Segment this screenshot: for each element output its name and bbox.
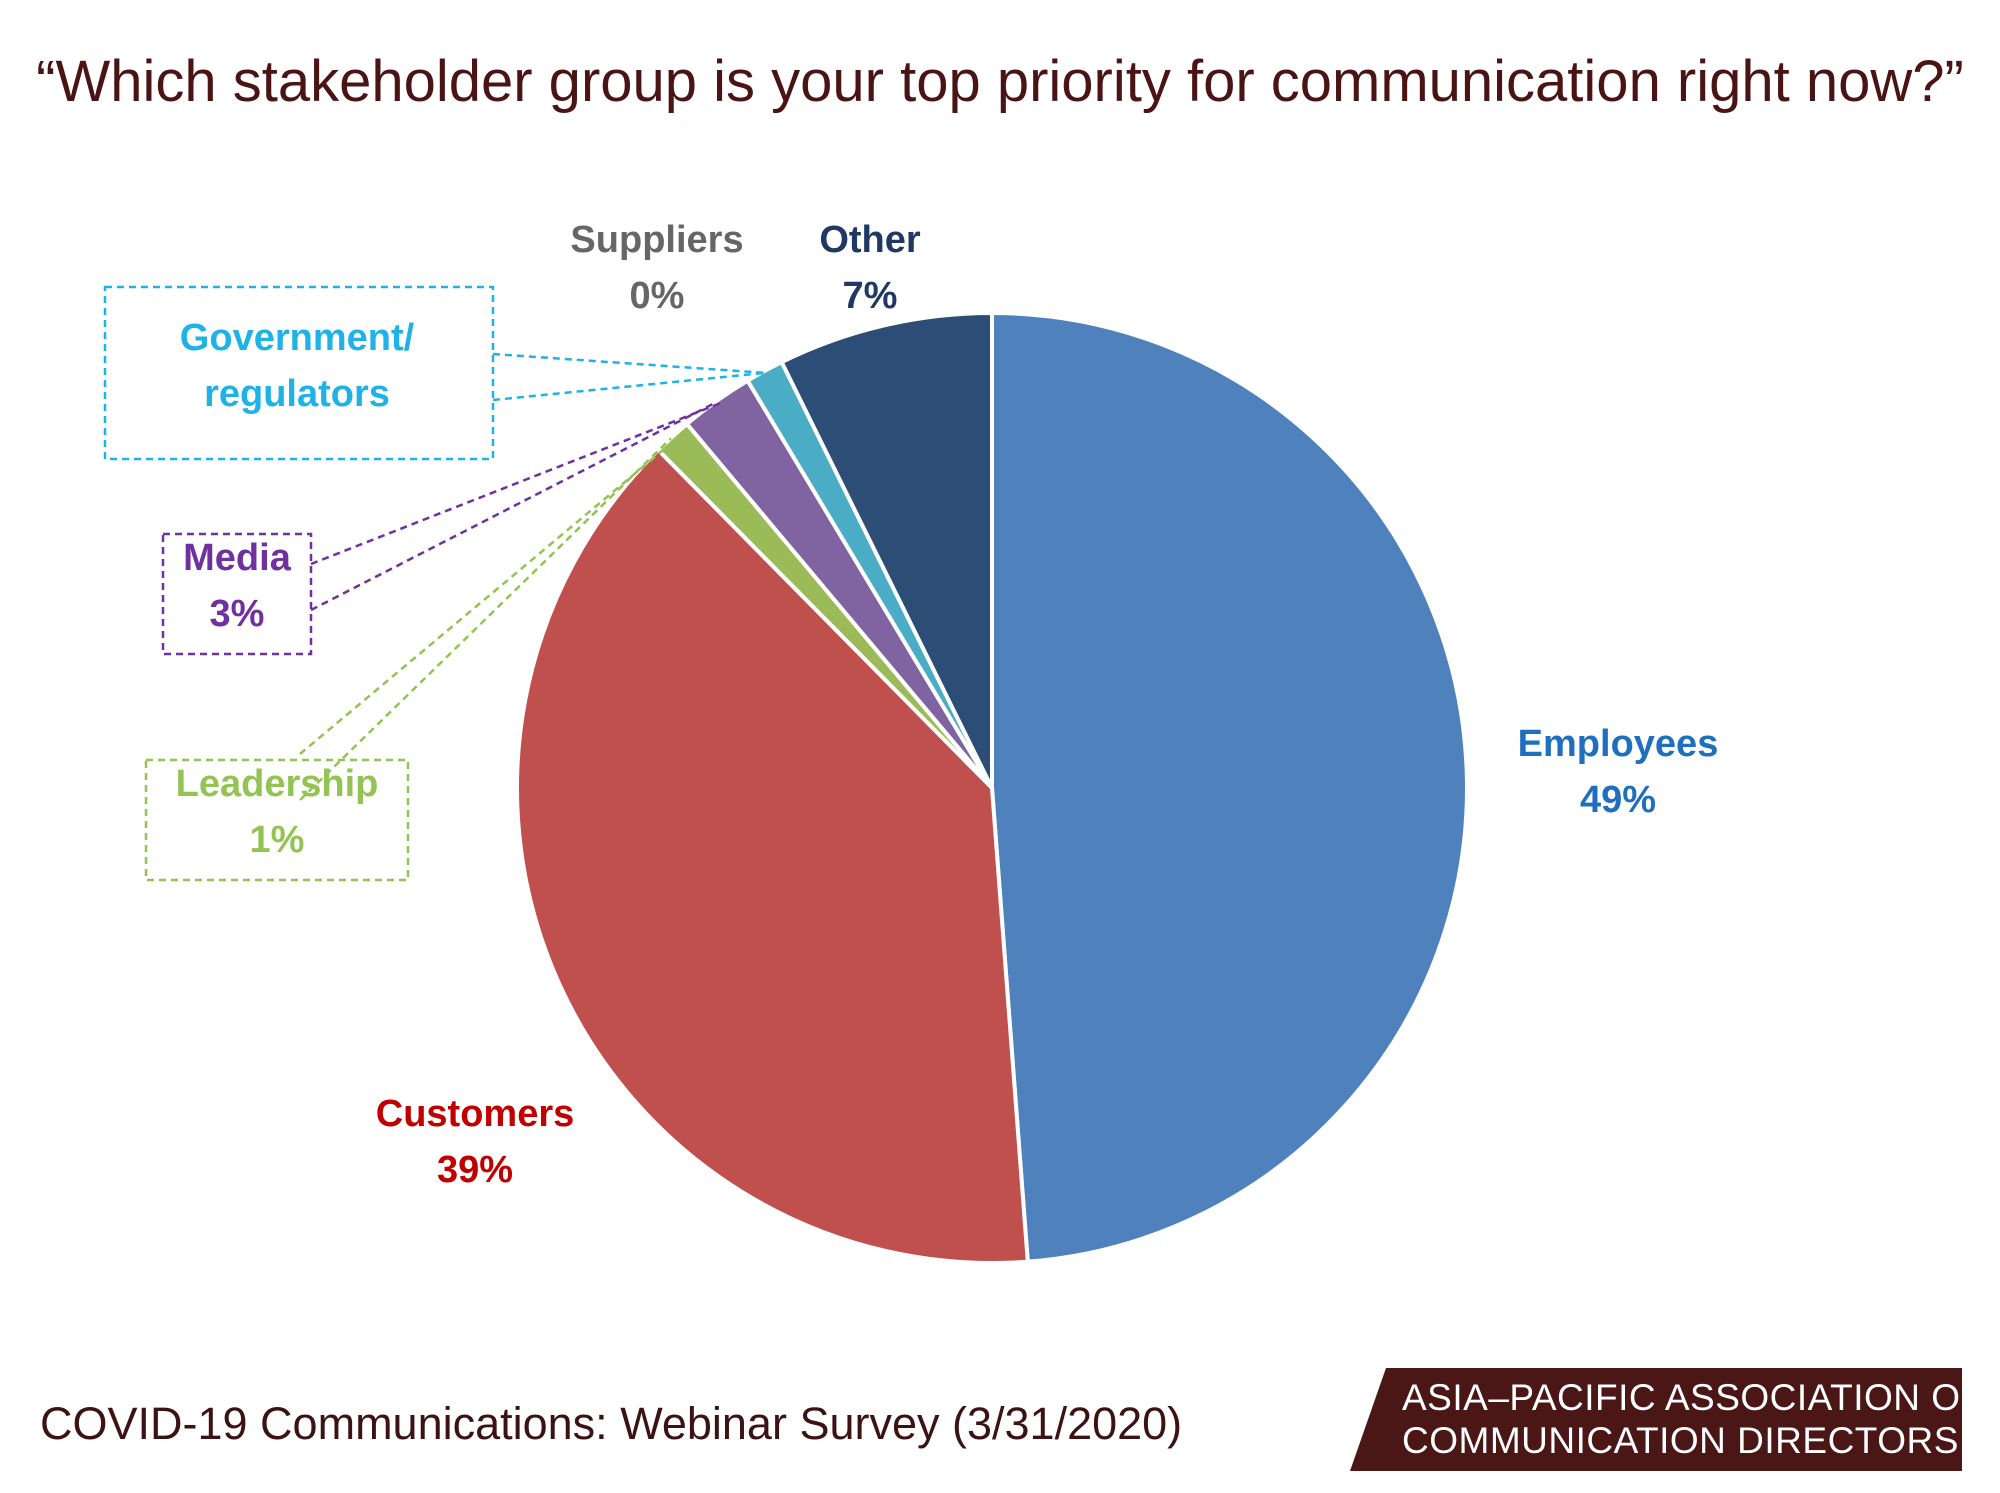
slice-label-leadership: Leadership 1% (176, 763, 379, 861)
org-name-line-2: COMMUNICATION DIRECTORS (1402, 1420, 1959, 1461)
pie-slice-customers (515, 448, 1030, 1265)
footer-caption: COVID-19 Communications: Webinar Survey … (40, 1398, 1183, 1449)
pie-slice-employees (990, 311, 1469, 1264)
leader-line-government-regulators (492, 371, 763, 402)
slice-label-other: Other 7% (819, 219, 921, 317)
slice-label-government-regulators: Government/regulators (180, 317, 415, 415)
leader-line-media (310, 401, 716, 612)
leader-line-government-regulators (492, 352, 769, 375)
leader-line-media (310, 401, 722, 566)
slice-label-customers: Customers 39% (376, 1093, 575, 1191)
slice-label-employees: Employees 49% (1518, 723, 1719, 821)
callout-box-government-regulators (103, 285, 495, 461)
org-logo-banner: ASIA–PACIFIC ASSOCIATION OF COMMUNICATIO… (1350, 1368, 1962, 1471)
pie-slice-other (779, 311, 994, 790)
org-name-line-1: ASIA–PACIFIC ASSOCIATION OF (1402, 1377, 1984, 1418)
pie-slices (515, 311, 1469, 1265)
leader-line-leadership (299, 437, 672, 801)
chart-title: “Which stakeholder group is your top pri… (36, 49, 1964, 114)
slice-label-suppliers: Suppliers 0% (570, 219, 743, 317)
callout-boxes (103, 285, 769, 882)
slice-label-media: Media 3% (183, 537, 292, 635)
callout-box-media (161, 532, 313, 656)
leader-line-leadership (299, 437, 678, 755)
pie-labels: Employees 49% Customers 39% Leadership 1% Medi… (176, 219, 1719, 1191)
